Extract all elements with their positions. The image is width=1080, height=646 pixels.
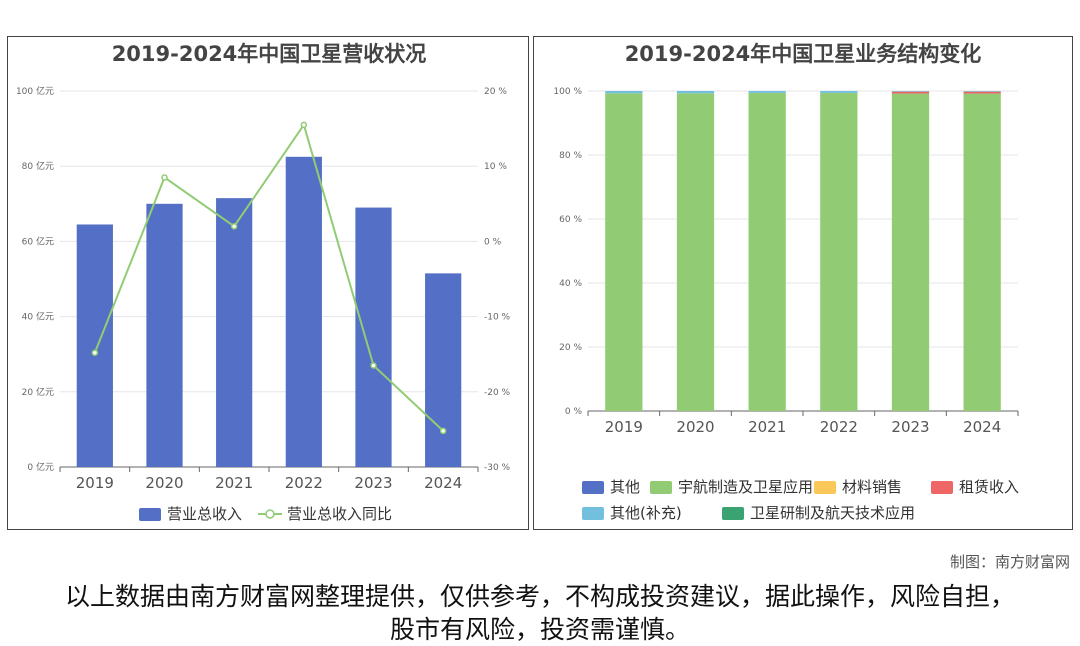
right-axis-tick-label: 20 % [484,87,507,97]
revenue-bar [285,156,322,468]
legend-swatch [650,481,672,494]
stacked-bar-segment [748,91,786,93]
legend-swatch [931,481,953,494]
left-axis-tick-label: 100 亿元 [16,85,54,97]
yoy-point [161,174,168,181]
chart-title: 2019-2024年中国卫星营收状况 [112,42,427,66]
stacked-bar-segment [963,91,1001,94]
y-axis-tick-label: 60 % [559,215,582,225]
revenue-bar [355,207,392,467]
yoy-point [91,349,99,356]
y-axis-tick-label: 40 % [559,279,582,289]
y-axis-tick-label: 100 % [553,87,582,97]
legend-swatch [814,481,836,494]
stacked-bar-segment [748,92,786,412]
revenue-chart: 2019-2024年中国卫星营收状况 0 亿元 20 亿元 40 亿元 60 亿元 80… [16,42,511,523]
revenue-bar [146,203,183,468]
legend-swatch [722,507,744,520]
stacked-bar-segment [963,91,1001,92]
left-axis-tick-label: 40 亿元 [22,311,54,323]
x-axis-tick-label: 2022 [285,474,323,492]
left-axis-tick-label: 20 亿元 [22,386,54,398]
legend-label: 卫星研制及航天技术应用 [750,504,915,522]
right-axis-tick-label: -20 % [484,388,511,398]
x-axis-tick-label: 2019 [605,418,643,436]
yoy-point [370,362,377,369]
legend-swatch-yoy-marker [265,509,275,519]
revenue-bar [425,273,462,467]
legend-swatch-revenue [139,508,161,521]
chart-title: 2019-2024年中国卫星业务结构变化 [625,42,982,66]
x-axis-tick-label: 2020 [145,474,183,492]
legend-label: 营业总收入同比 [287,505,392,523]
yoy-point [230,223,238,230]
structure-chart: 2019-2024年中国卫星业务结构变化 0 % 20 % 40 % 60 % 80 %… [553,42,1019,522]
stacked-bar-segment [820,91,858,93]
revenue-chart-panel: 2019-2024年中国卫星营收状况 0 亿元 20 亿元 40 亿元 60 亿元 80… [7,36,529,530]
stacked-bar-segment [605,91,643,94]
legend-label: 营业总收入 [167,505,242,523]
x-axis-tick-label: 2021 [215,474,253,492]
yoy-point [439,427,447,435]
y-axis-tick-label: 20 % [559,343,582,353]
legend-label: 宇航制造及卫星应用 [678,478,813,496]
left-axis-tick-label: 80 亿元 [22,160,54,172]
stacked-bar-segment [676,91,715,94]
stacked-bar-segment [891,93,930,411]
stacked-bar-segment [820,92,858,412]
structure-chart-panel: 2019-2024年中国卫星业务结构变化 0 % 20 % 40 % 60 % 80 %… [533,36,1073,530]
disclaimer-text: 以上数据由南方财富网整理提供，仅供参考，不构成投资建议，据此操作，风险自担，股市… [64,582,1015,644]
right-axis-tick-label: 0 % [484,237,502,247]
right-axis-tick-label: -30 % [484,463,511,473]
stacked-bar-segment [676,93,715,412]
stacked-bar-segment [605,93,643,412]
x-axis-tick-label: 2022 [820,418,858,436]
x-axis-tick-label: 2024 [424,474,462,492]
stacked-bar-segment [891,91,930,92]
left-axis-tick-label: 0 亿元 [27,461,54,473]
yoy-line [93,122,444,432]
revenue-bar [76,224,113,467]
legend-swatch [582,481,604,494]
x-axis-tick-label: 2023 [891,418,929,436]
y-axis-tick-label: 0 % [565,407,583,417]
left-axis-tick-label: 60 亿元 [22,235,54,247]
x-axis-tick-label: 2024 [963,418,1001,436]
revenue-bar [216,198,253,467]
right-axis-tick-label: -10 % [484,313,511,323]
y-axis-tick-label: 80 % [559,151,582,161]
legend-label: 其他(补充) [610,504,682,522]
x-axis-tick-label: 2019 [76,474,114,492]
stacked-bar-segment [963,93,1001,411]
legend-label: 租赁收入 [959,478,1019,496]
stacked-bar-segment [891,91,930,94]
legend-label: 材料销售 [842,478,902,496]
legend-label: 其他 [610,478,640,496]
right-axis-tick-label: 10 % [484,162,507,172]
x-axis-tick-label: 2023 [354,474,392,492]
credit-text: 制图：南方财富网 [949,553,1070,571]
legend-swatch [582,507,604,520]
x-axis-tick-label: 2020 [676,418,714,436]
yoy-point [300,121,308,129]
x-axis-tick-label: 2021 [748,418,786,436]
